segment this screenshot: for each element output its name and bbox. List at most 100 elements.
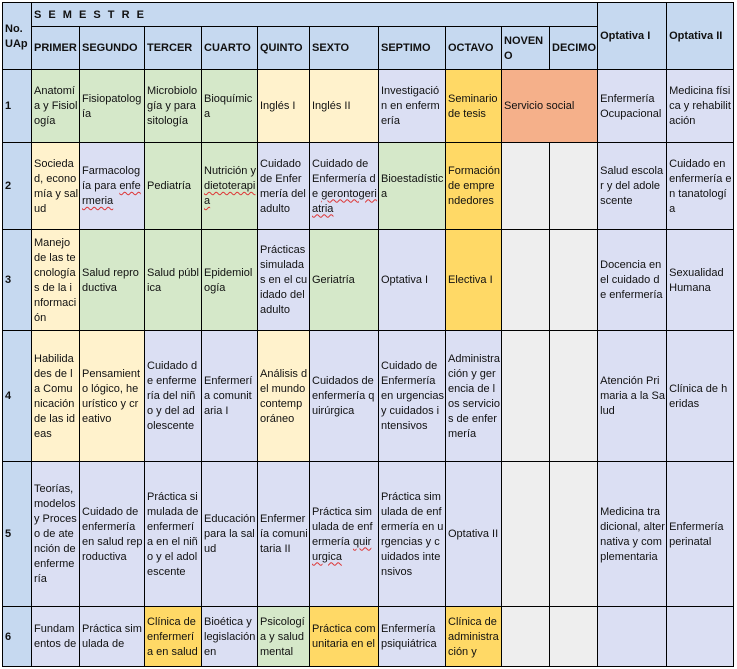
- table-cell: Geriatría: [309, 229, 379, 331]
- header-optativa-2: Optativa II: [666, 2, 735, 70]
- table-cell: Enfermería psiquiátrica: [378, 606, 446, 667]
- table-cell: Nutrición y dietoterapia: [201, 142, 258, 230]
- table-cell: Formación de emprendedores: [445, 142, 502, 230]
- table-cell: Optativa I: [378, 229, 446, 331]
- table-cell: Práctica simulada de enfermería en el ni…: [144, 461, 202, 607]
- empty-cell: [666, 606, 735, 667]
- table-cell: Pediatría: [144, 142, 202, 230]
- table-cell: Medicina tradicional, alternativa y comp…: [597, 461, 668, 607]
- cell-text-flagged: gerontogeriatria: [312, 187, 377, 215]
- table-cell: Cuidado en enfermería en tanatología: [666, 142, 735, 230]
- table-cell: Práctica simulada de: [79, 606, 145, 667]
- table-cell: Inglés I: [257, 69, 310, 143]
- table-cell: Enfermería Ocupacional: [597, 69, 668, 143]
- table-cell: Docencia en el cuidado de enfermería: [597, 229, 668, 331]
- cell-text: Cuidado de Enfermería de: [312, 157, 376, 200]
- table-cell: Optativa II: [445, 461, 502, 607]
- table-cell: Microbiología y parasitología: [144, 69, 202, 143]
- header-col-octavo: OCTAVO: [445, 26, 502, 70]
- table-cell: Enfermería comunitaria II: [257, 461, 310, 607]
- table-cell: Cuidado de Enfermería de gerontogeriatri…: [309, 142, 379, 230]
- table-cell: Epidemiología: [201, 229, 258, 331]
- empty-cell: [597, 606, 668, 667]
- empty-cell: [548, 142, 599, 230]
- table-cell: Cuidado de enfermería en salud reproduct…: [79, 461, 145, 607]
- table-cell: Cuidado de Enfermería del adulto: [257, 142, 310, 230]
- header-no-uap: No. UAp: [2, 2, 32, 70]
- empty-cell: [501, 142, 550, 230]
- table-cell: Práctica simulada de enfermería quirurgi…: [309, 461, 379, 607]
- table-cell: Cuidados de enfermería quirúrgica: [309, 330, 379, 462]
- empty-cell: [548, 461, 599, 607]
- table-cell: Manejo de las tecnologías de la informac…: [31, 229, 80, 331]
- table-cell: Medicina física y rehabilitación: [666, 69, 735, 143]
- header-optativa-1: Optativa I: [597, 2, 668, 70]
- table-cell: Fisiopatología: [79, 69, 145, 143]
- table-cell: Salud escolar y del adolescente: [597, 142, 668, 230]
- table-row: 5 Teorías, modelos y Proceso de atención…: [2, 461, 735, 607]
- row-number: 5: [2, 461, 32, 607]
- header-col-sexto: SEXTO: [309, 26, 379, 70]
- empty-cell: [501, 606, 550, 667]
- row-number: 1: [2, 69, 32, 143]
- table-cell-servicio-social: Servicio social: [500, 69, 599, 143]
- cell-text-flagged: enfermeria: [82, 180, 141, 207]
- header-col-decimo: DECIMO: [548, 26, 599, 70]
- row-number: 2: [2, 142, 32, 230]
- header-col-noveno: NOVENO: [501, 26, 550, 70]
- table-cell: Seminario de tesis: [445, 69, 502, 143]
- table-cell: Clínica de heridas: [666, 330, 735, 462]
- table-cell: Enfermería comunitaria I: [201, 330, 258, 462]
- empty-cell: [501, 330, 550, 462]
- table-cell: Enfermería perinatal: [666, 461, 735, 607]
- table-cell: Cuidado de enfermería del niño y del ado…: [144, 330, 202, 462]
- header-col-primer: PRIMER: [31, 26, 80, 70]
- empty-cell: [548, 606, 599, 667]
- empty-cell: [548, 330, 599, 462]
- table-cell: Teorías, modelos y Proceso de atención d…: [31, 461, 80, 607]
- cell-text: Nutrición y: [204, 165, 256, 177]
- table-cell: Bioética y legislación en: [201, 606, 258, 667]
- table-cell: Educación para la salud: [201, 461, 258, 607]
- table-row: 2 Sociedad, economía y salud Farmacologí…: [2, 142, 735, 230]
- cell-text-flagged: quirurgica: [312, 535, 372, 563]
- header-col-tercer: TERCER: [144, 26, 202, 70]
- table-cell: Administración y gerencia de los servici…: [445, 330, 502, 462]
- table-cell: Farmacología para enfermeria: [79, 142, 145, 230]
- table-cell: Práctica simulada de enfermería en urgen…: [378, 461, 446, 607]
- table-cell: Inglés II: [309, 69, 379, 143]
- table-cell: Práctica comunitaria en el: [309, 606, 379, 667]
- header-col-cuarto: CUARTO: [201, 26, 258, 70]
- table-row: 6 Fundamentos de Práctica simulada de Cl…: [2, 606, 735, 667]
- table-cell: Análisis del mundo contemporáneo: [257, 330, 310, 462]
- table-cell: Salud reproductiva: [79, 229, 145, 331]
- table-cell: Investigación en enfermería: [378, 69, 446, 143]
- table-cell: Pensamiento lógico, heurístico y creativ…: [79, 330, 145, 462]
- header-row-top: No. UAp S E M E S T R E Optativa I Optat…: [2, 2, 735, 70]
- row-number: 4: [2, 330, 32, 462]
- table-cell: Bioestadística: [378, 142, 446, 230]
- header-col-quinto: QUINTO: [257, 26, 310, 70]
- empty-cell: [548, 229, 599, 331]
- table-row: 4 Habilidades de la Comunicación de las …: [2, 330, 735, 462]
- cell-text: Farmacología para: [82, 165, 141, 192]
- table-cell: Salud pública: [144, 229, 202, 331]
- table-cell: Clínica de enfermería en salud: [144, 606, 202, 667]
- table-cell: Sociedad, economía y salud: [31, 142, 80, 230]
- table-cell: Bioquímica: [201, 69, 258, 143]
- table-cell: Electiva I: [445, 229, 502, 331]
- table-row: 1 Anatomía y Fisiología Fisiopatología M…: [2, 69, 735, 143]
- table-cell: Anatomía y Fisiología: [31, 69, 80, 143]
- row-number: 6: [2, 606, 32, 667]
- table-cell: Prácticas simuladas en el cuidado del ad…: [257, 229, 310, 331]
- header-col-segundo: SEGUNDO: [79, 26, 145, 70]
- empty-cell: [501, 461, 550, 607]
- header-semestre: S E M E S T R E: [30, 2, 599, 27]
- cell-text: Práctica simulada de enfermería: [312, 505, 373, 548]
- table-cell: Atención Primaria a la Salud: [597, 330, 668, 462]
- table-cell: Habilidades de la Comunicación de las id…: [31, 330, 80, 462]
- empty-cell: [501, 229, 550, 331]
- header-row-columns: PRIMER SEGUNDO TERCER CUARTO QUINTO SEXT…: [3, 26, 734, 70]
